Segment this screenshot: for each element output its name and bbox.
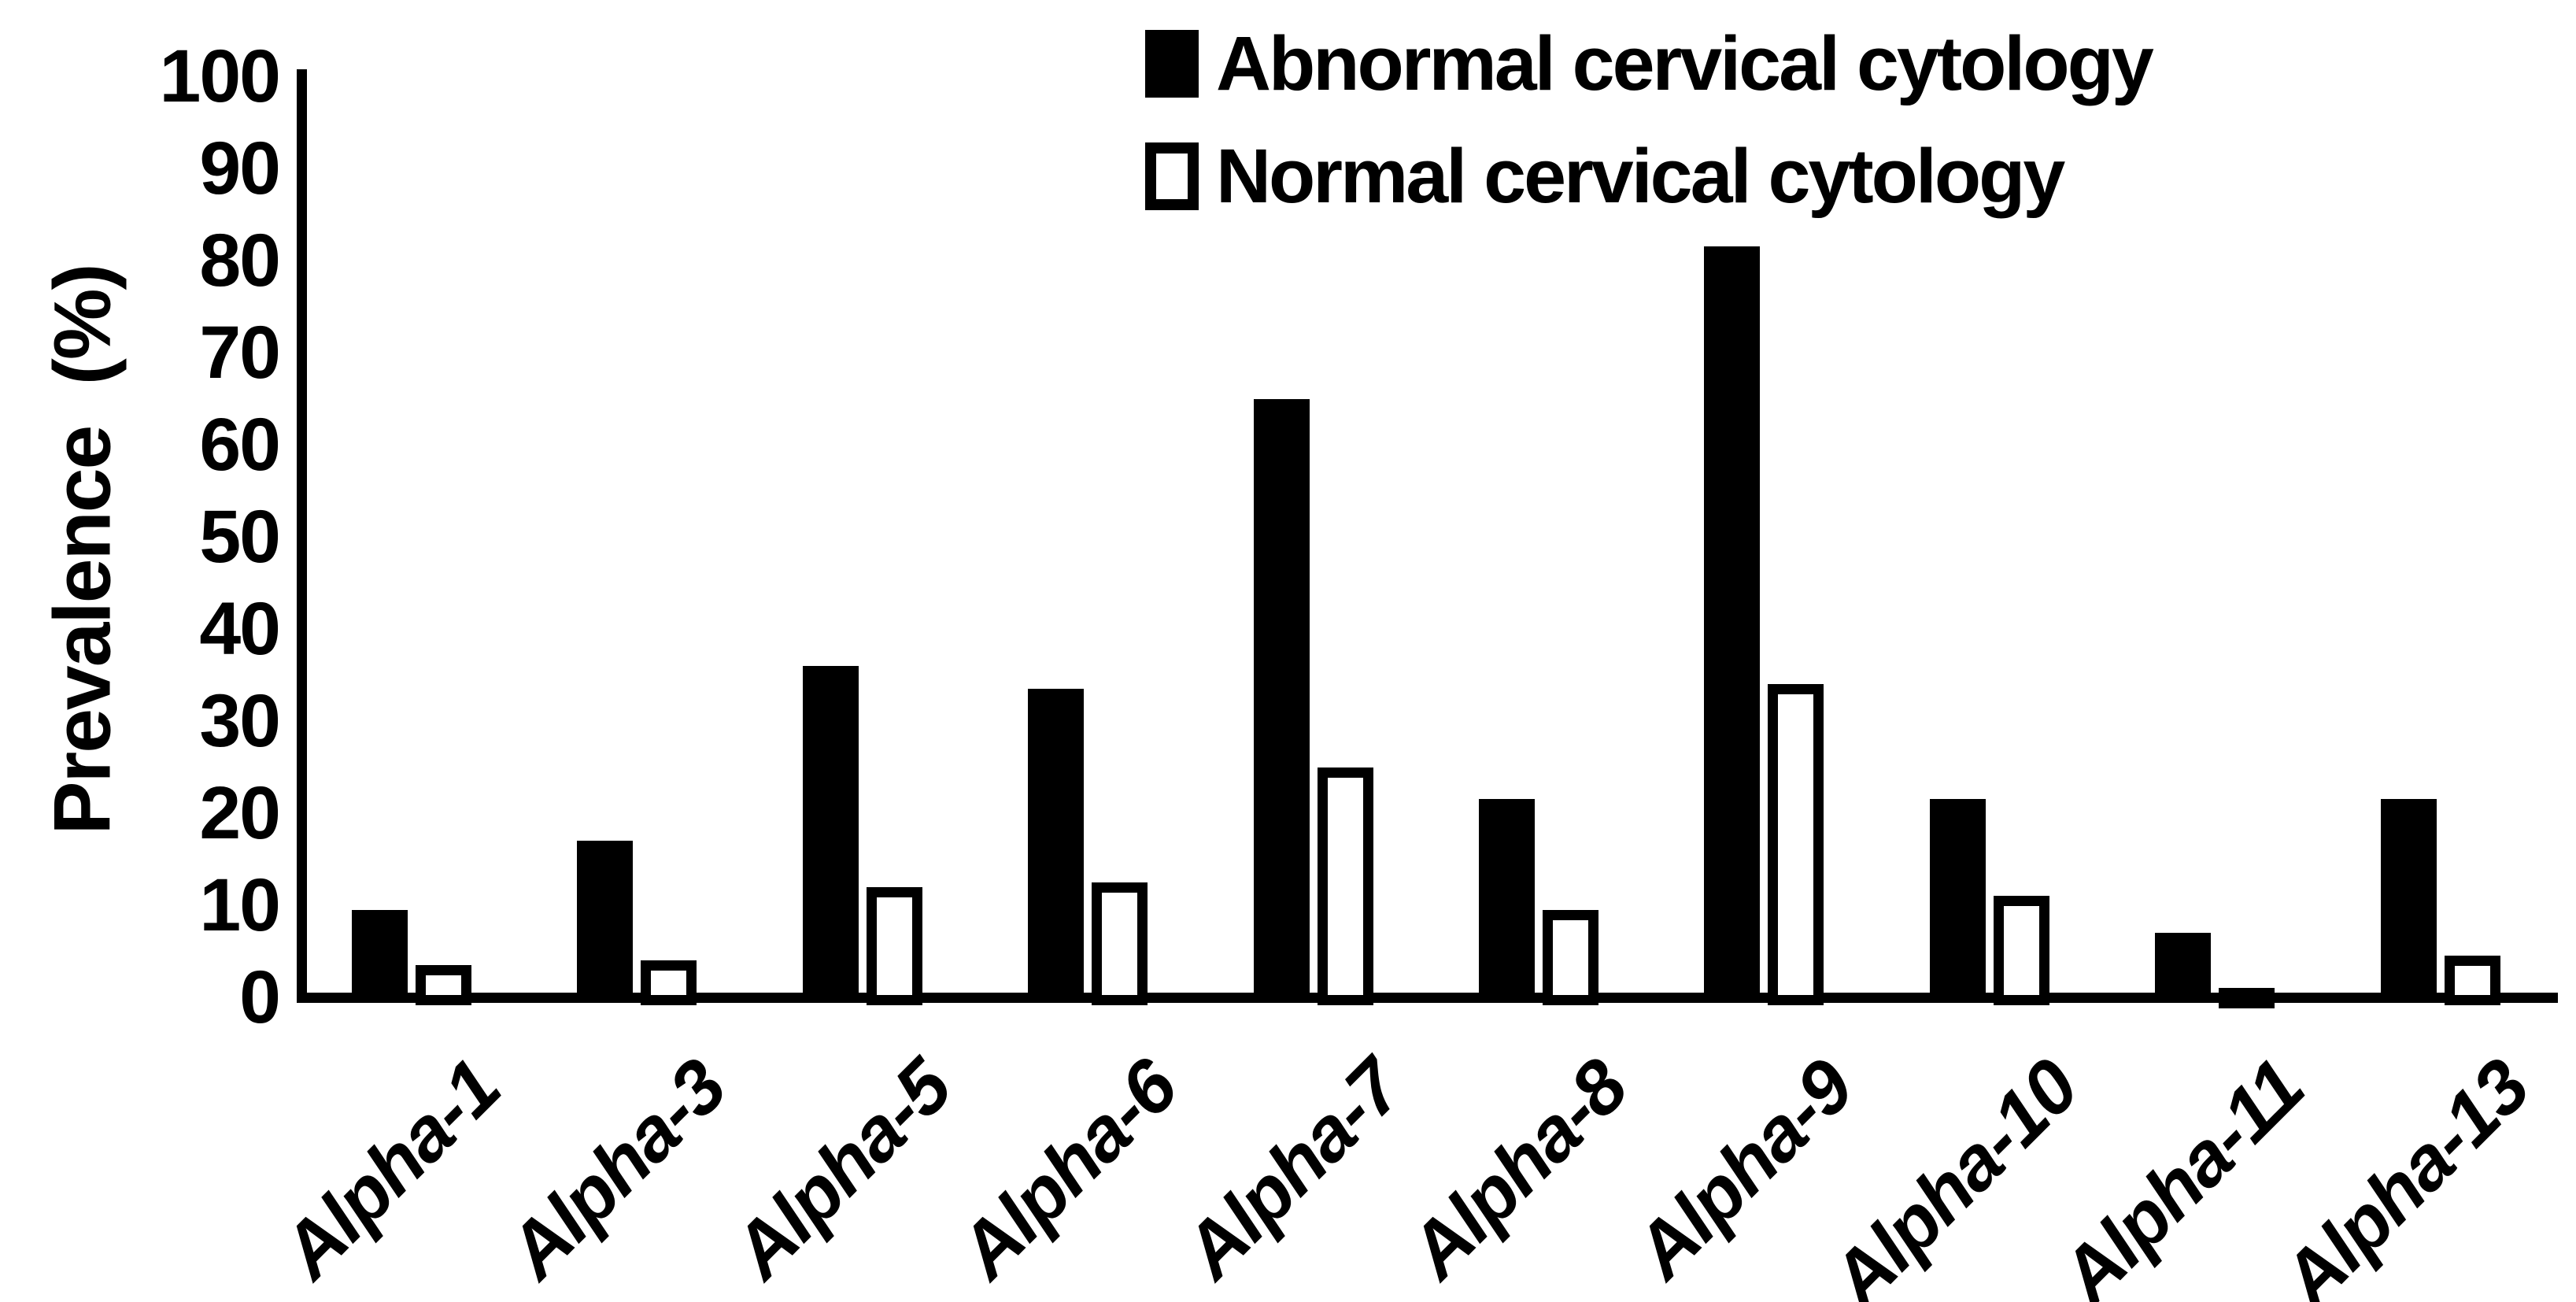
bar-abnormal-alpha-9 <box>1704 246 1761 1002</box>
x-label-alpha-13: Alpha-13 <box>2264 1043 2545 1302</box>
y-tick-label-30: 30 <box>199 679 281 763</box>
bar-abnormal-alpha-13 <box>2380 799 2437 1002</box>
x-label-alpha-5: Alpha-5 <box>715 1043 967 1295</box>
bar-normal-alpha-8 <box>1543 909 1598 1005</box>
bar-normal-alpha-10 <box>1993 896 2049 1005</box>
bar-abnormal-alpha-8 <box>1479 799 1535 1002</box>
bar-normal-alpha-9 <box>1768 684 1824 1005</box>
bar-abnormal-alpha-10 <box>1929 799 1986 1002</box>
y-tick-label-10: 10 <box>199 864 281 947</box>
bar-abnormal-alpha-3 <box>577 841 634 1002</box>
x-label-alpha-6: Alpha-6 <box>941 1043 1192 1295</box>
filled-square-icon <box>1145 30 1199 98</box>
y-tick-label-100: 100 <box>159 35 281 118</box>
x-label-alpha-7: Alpha-7 <box>1166 1043 1418 1295</box>
bar-normal-alpha-3 <box>641 960 697 1005</box>
open-square-icon <box>1145 142 1199 210</box>
legend-label: Abnormal cervical cytology <box>1216 20 2154 106</box>
bar-abnormal-alpha-5 <box>802 665 859 1002</box>
legend-item-abnormal-cervical-cytology: Abnormal cervical cytology <box>1145 20 2154 108</box>
bar-normal-alpha-6 <box>1092 882 1148 1005</box>
y-tick-label-50: 50 <box>199 495 281 579</box>
x-label-alpha-3: Alpha-3 <box>490 1043 742 1295</box>
legend-item-normal-cervical-cytology: Normal cervical cytology <box>1145 132 2065 220</box>
x-label-alpha-1: Alpha-1 <box>265 1043 516 1295</box>
bar-normal-alpha-1 <box>416 965 471 1005</box>
legend-label: Normal cervical cytology <box>1216 133 2065 219</box>
y-tick-label-90: 90 <box>199 127 281 210</box>
y-tick-label-80: 80 <box>199 219 281 302</box>
y-tick-label-60: 60 <box>199 403 281 486</box>
bar-normal-alpha-5 <box>866 886 922 1005</box>
y-axis-line <box>297 69 307 1003</box>
bar-normal-alpha-11 <box>2219 988 2275 1009</box>
x-axis-line <box>297 993 2558 1003</box>
bar-abnormal-alpha-6 <box>1028 689 1085 1002</box>
bar-normal-alpha-7 <box>1317 767 1373 1005</box>
y-tick-label-20: 20 <box>199 771 281 855</box>
y-tick-label-40: 40 <box>199 587 281 671</box>
bar-normal-alpha-13 <box>2444 956 2500 1005</box>
bar-abnormal-alpha-1 <box>352 909 408 1002</box>
bar-abnormal-alpha-11 <box>2155 933 2212 1002</box>
x-label-alpha-8: Alpha-8 <box>1392 1043 1643 1295</box>
y-tick-label-70: 70 <box>199 311 281 394</box>
bar-abnormal-alpha-7 <box>1253 398 1310 1002</box>
y-tick-label-0: 0 <box>239 956 281 1039</box>
